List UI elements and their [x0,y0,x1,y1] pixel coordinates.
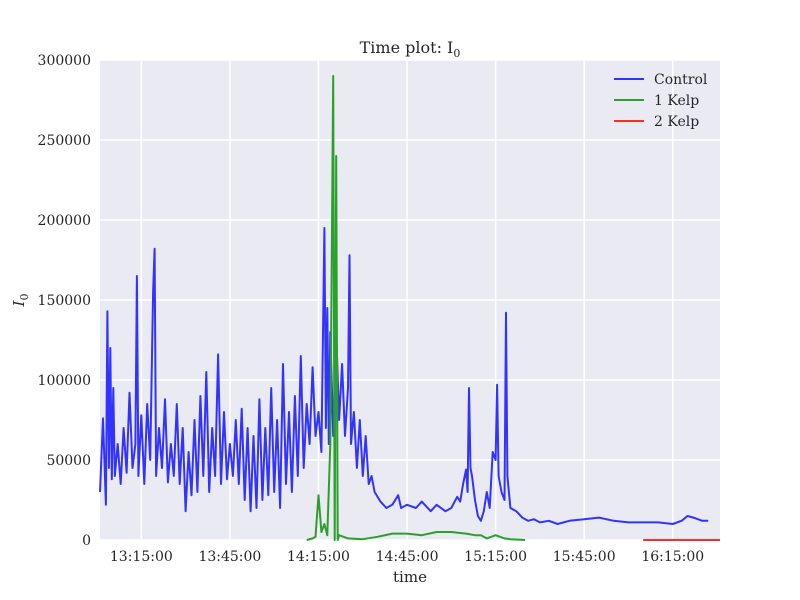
series-line-control [99,227,709,525]
y-tick-label: 50000 [46,453,91,469]
x-axis-label: time [393,568,427,586]
legend: Control 1 Kelp 2 Kelp [614,72,708,130]
x-tick-label: 16:15:00 [641,549,704,565]
x-tick-label: 13:45:00 [198,549,261,565]
x-tick-label: 14:45:00 [376,549,439,565]
x-tick-labels: 13:15:00 13:45:00 14:15:00 14:45:00 15:15:00… [110,549,704,565]
legend-label: Control [654,72,708,88]
x-tick-label: 15:45:00 [553,549,616,565]
y-tick-labels: 0 50000 100000 150000 200000 250000 300000 [38,53,91,549]
y-tick-label: 0 [82,533,91,549]
y-tick-label: 300000 [38,53,91,69]
y-tick-label: 250000 [38,133,91,149]
x-tick-label: 15:15:00 [464,549,527,565]
y-tick-label: 100000 [38,373,91,389]
y-tick-label: 150000 [38,293,91,309]
series-line-1-kelp [306,75,526,541]
y-axis-label: I0 [10,294,31,308]
legend-label: 1 Kelp [654,93,699,109]
legend-label: 2 Kelp [654,114,699,130]
series-lines [99,75,720,541]
chart-title: Time plot: I0 [360,38,461,60]
x-tick-label: 13:15:00 [110,549,173,565]
x-tick-label: 14:15:00 [287,549,350,565]
y-tick-label: 200000 [38,213,91,229]
